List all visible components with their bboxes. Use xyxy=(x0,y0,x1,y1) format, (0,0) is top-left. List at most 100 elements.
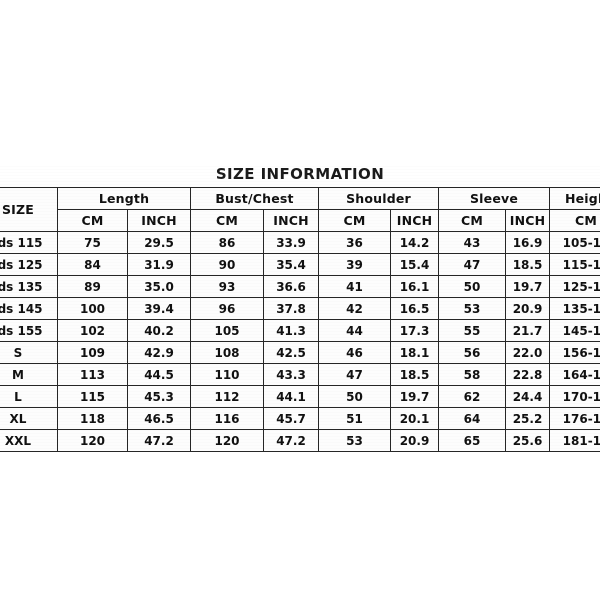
table-cell: 19.7 xyxy=(504,275,551,298)
table-cell: 21.7 xyxy=(504,319,551,342)
table-cell: 37.8 xyxy=(263,297,319,320)
table-cell: 35.0 xyxy=(127,275,191,298)
header-group-bust-chest: Bust/Chest xyxy=(190,187,319,210)
table-cell: 47 xyxy=(318,363,391,386)
table-cell: 116 xyxy=(190,407,264,430)
header-length-cm: CM xyxy=(57,209,128,232)
table-cell: 145-15 xyxy=(549,319,600,342)
table-cell: 31.9 xyxy=(127,253,191,276)
table-cell: 16.9 xyxy=(504,231,551,254)
table-cell: 44.1 xyxy=(263,385,319,408)
table-body: ids 1157529.58633.93614.24316.9105-11ids… xyxy=(0,231,600,452)
header-group-sleeve: Sleeve xyxy=(437,187,551,210)
header-bust-cm: CM xyxy=(190,209,264,232)
table-cell: 93 xyxy=(190,275,264,298)
row-label: L xyxy=(0,385,58,408)
table-cell: 43.3 xyxy=(263,363,319,386)
table-cell: 58 xyxy=(438,363,506,386)
table-cell: 102 xyxy=(57,319,128,342)
table-cell: 29.5 xyxy=(127,231,191,254)
size-chart-container: SIZE INFORMATION SIZE Length Bust/Chest … xyxy=(0,165,600,452)
table-cell: 45.3 xyxy=(127,385,191,408)
table-cell: 18.5 xyxy=(390,363,439,386)
table-cell: 22.0 xyxy=(504,341,551,364)
table-cell: 20.1 xyxy=(390,407,439,430)
table-cell: 89 xyxy=(57,275,128,298)
table-cell: 181-18 xyxy=(549,429,600,452)
table-cell: 47.2 xyxy=(263,429,319,452)
size-information-table: SIZE Length Bust/Chest Shoulder Sleeve H… xyxy=(0,187,600,452)
row-label: M xyxy=(0,363,58,386)
row-label: XL xyxy=(0,407,58,430)
table-cell: 105-11 xyxy=(549,231,600,254)
header-shoulder-cm: CM xyxy=(318,209,391,232)
table-cell: 110 xyxy=(190,363,264,386)
table-cell: 45.7 xyxy=(263,407,319,430)
table-cell: 47.2 xyxy=(127,429,191,452)
row-label: ids 155 xyxy=(0,319,58,342)
table-cell: 170-17 xyxy=(549,385,600,408)
table-cell: 118 xyxy=(57,407,128,430)
table-cell: 47 xyxy=(438,253,506,276)
table-cell: 50 xyxy=(318,385,391,408)
table-cell: 39.4 xyxy=(127,297,191,320)
header-group-length: Length xyxy=(57,187,191,210)
row-label: ids 135 xyxy=(0,275,58,298)
table-cell: 125-13 xyxy=(549,275,600,298)
table-cell: 120 xyxy=(57,429,128,452)
table-cell: 56 xyxy=(438,341,506,364)
header-sleeve-inch: INCH xyxy=(504,209,551,232)
header-length-inch: INCH xyxy=(127,209,191,232)
table-cell: 20.9 xyxy=(390,429,439,452)
table-cell: 53 xyxy=(438,297,506,320)
table-cell: 115 xyxy=(57,385,128,408)
header-height-cm: CM xyxy=(549,209,600,232)
table-cell: 135-14 xyxy=(549,297,600,320)
table-cell: 41 xyxy=(318,275,391,298)
table-cell: 86 xyxy=(190,231,264,254)
table-cell: 43 xyxy=(438,231,506,254)
table-cell: 115-12 xyxy=(549,253,600,276)
row-label: S xyxy=(0,341,58,364)
table-cell: 40.2 xyxy=(127,319,191,342)
table-cell: 46.5 xyxy=(127,407,191,430)
table-cell: 55 xyxy=(438,319,506,342)
table-cell: 50 xyxy=(438,275,506,298)
header-size: SIZE xyxy=(0,187,58,232)
row-label: ids 145 xyxy=(0,297,58,320)
table-cell: 19.7 xyxy=(390,385,439,408)
table-cell: 51 xyxy=(318,407,391,430)
table-cell: 16.5 xyxy=(390,297,439,320)
table-cell: 16.1 xyxy=(390,275,439,298)
table-cell: 120 xyxy=(190,429,264,452)
table-cell: 36.6 xyxy=(263,275,319,298)
table-cell: 15.4 xyxy=(390,253,439,276)
table-cell: 62 xyxy=(438,385,506,408)
table-cell: 75 xyxy=(57,231,128,254)
table-cell: 42.5 xyxy=(263,341,319,364)
table-cell: 176-18 xyxy=(549,407,600,430)
table-cell: 44 xyxy=(318,319,391,342)
row-label: ids 115 xyxy=(0,231,58,254)
table-cell: 42 xyxy=(318,297,391,320)
table-cell: 84 xyxy=(57,253,128,276)
table-cell: 108 xyxy=(190,341,264,364)
header-sleeve-cm: CM xyxy=(438,209,506,232)
page-title: SIZE INFORMATION xyxy=(215,165,385,183)
table-cell: 100 xyxy=(57,297,128,320)
row-label: ids 125 xyxy=(0,253,58,276)
table-cell: 156-16 xyxy=(549,341,600,364)
table-cell: 17.3 xyxy=(390,319,439,342)
table-cell: 25.6 xyxy=(504,429,551,452)
table-cell: 96 xyxy=(190,297,264,320)
